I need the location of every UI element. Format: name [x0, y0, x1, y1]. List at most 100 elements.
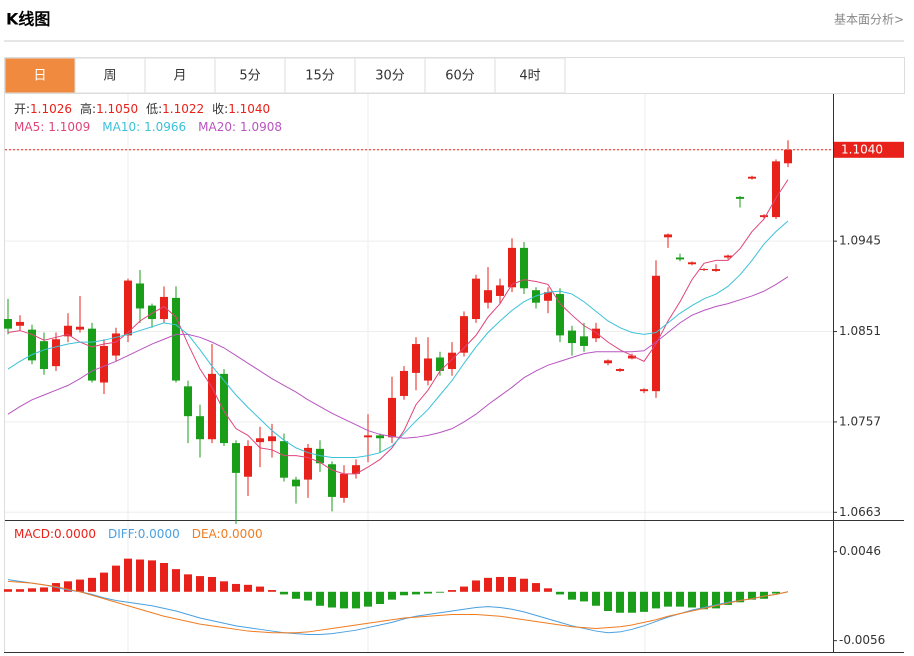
ohlc-label: 高: — [80, 101, 96, 116]
legend-value: 0.0000 — [54, 527, 96, 541]
ohlc-label: 开: — [14, 102, 30, 116]
last-price-tag — [834, 141, 904, 158]
candle-body — [328, 464, 336, 497]
candle-body — [172, 297, 180, 381]
tab[interactable] — [4, 57, 76, 94]
ohlc-summary: 开:1.1026 高:1.1050 低:1.1022 收:1.1040 — [14, 101, 270, 116]
candle-body — [472, 278, 480, 320]
macd-bar — [376, 591, 384, 605]
macd-bar — [328, 591, 336, 608]
candle-body — [124, 280, 132, 336]
macd-bar — [628, 591, 636, 613]
fundamental-link[interactable]: 基本面分析> — [834, 13, 904, 27]
macd-bar — [736, 591, 744, 603]
tab-label[interactable]: 5分 — [239, 69, 260, 84]
macd-bar — [460, 586, 468, 592]
y-tick-label: 1.0663 — [839, 505, 881, 519]
macd-bar — [412, 591, 420, 595]
macd-bar — [208, 576, 216, 592]
legend-value: 0.0000 — [221, 527, 263, 541]
last-price-label: 1.1040 — [841, 142, 883, 156]
candle-body — [496, 285, 504, 296]
legend-label: MA20: — [198, 120, 236, 134]
tab-label[interactable]: 周 — [103, 69, 116, 84]
tab[interactable] — [494, 57, 566, 94]
macd-bar — [436, 591, 444, 593]
macd-bar — [172, 569, 180, 592]
candle-body — [412, 344, 420, 373]
macd-bar — [160, 563, 168, 592]
candle-body — [280, 441, 288, 478]
macd-bar — [604, 591, 612, 611]
tab-label[interactable]: 60分 — [445, 69, 475, 84]
candle-body — [40, 341, 48, 370]
macd-bar — [112, 565, 120, 592]
candle-body — [520, 247, 528, 289]
candle-body — [352, 465, 360, 474]
legend-label: DEA: — [192, 527, 221, 541]
macd-bar — [424, 591, 432, 594]
macd-line — [7, 580, 789, 634]
candle-body — [244, 445, 252, 477]
macd-bar — [184, 574, 192, 592]
tab[interactable] — [424, 57, 496, 94]
macd-bar — [568, 591, 576, 600]
candle-body — [736, 196, 744, 199]
macd-bar — [676, 591, 684, 607]
candle-body — [664, 234, 672, 238]
macd-bar — [484, 577, 492, 592]
tab-label[interactable]: 月 — [173, 69, 186, 84]
tab[interactable] — [354, 57, 426, 94]
y-tick-label: -0.0056 — [839, 633, 885, 647]
page-title: K线图 — [6, 10, 50, 29]
macd-bar — [580, 591, 588, 602]
candle-body — [676, 257, 684, 260]
macd-bar — [280, 591, 288, 595]
candle-body — [256, 438, 264, 443]
candle-body — [556, 294, 564, 336]
candle-body — [712, 269, 720, 271]
y-tick-label: 1.0945 — [839, 234, 881, 248]
macd-bar — [316, 591, 324, 606]
candle-body — [568, 330, 576, 344]
macd-bar — [40, 587, 48, 592]
candle-body — [304, 447, 312, 480]
legend-value: 1.1009 — [48, 120, 90, 134]
macd-bar — [640, 591, 648, 612]
macd-bar — [136, 559, 144, 592]
macd-bar — [244, 584, 252, 592]
ohlc-label: 低: — [146, 102, 162, 116]
macd-bar — [352, 591, 360, 609]
macd-bar — [556, 591, 564, 595]
candle-body — [652, 275, 660, 392]
macd-bar — [28, 588, 36, 592]
tab-label[interactable]: 日 — [33, 69, 46, 84]
macd-bar — [256, 586, 264, 592]
legend-value: 0.0000 — [138, 527, 180, 541]
ohlc-value: 1.1022 — [162, 102, 204, 116]
candle-body — [16, 321, 24, 326]
tab-label[interactable]: 4时 — [519, 69, 540, 84]
macd-bar — [340, 591, 348, 609]
macd-bar — [76, 579, 84, 592]
candle-body — [4, 319, 12, 329]
candle-body — [184, 386, 192, 417]
candle-body — [616, 369, 624, 371]
macd-bar — [448, 590, 456, 592]
macd-bar — [100, 572, 108, 592]
candle-body — [448, 352, 456, 370]
macd-bar — [700, 591, 708, 610]
macd-bar — [196, 576, 204, 592]
candle-body — [364, 435, 372, 438]
candle-body — [592, 328, 600, 339]
tab-label[interactable]: 15分 — [305, 69, 335, 84]
candle-body — [232, 443, 240, 473]
candle-body — [220, 373, 228, 444]
tab[interactable] — [284, 57, 356, 94]
macd-bar — [772, 591, 780, 594]
macd-bar — [292, 591, 300, 599]
tab-label[interactable]: 30分 — [375, 69, 405, 84]
candle-body — [100, 345, 108, 383]
candle-body — [196, 416, 204, 440]
